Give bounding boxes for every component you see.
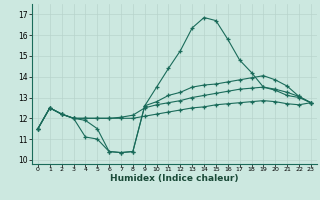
X-axis label: Humidex (Indice chaleur): Humidex (Indice chaleur) (110, 174, 239, 183)
